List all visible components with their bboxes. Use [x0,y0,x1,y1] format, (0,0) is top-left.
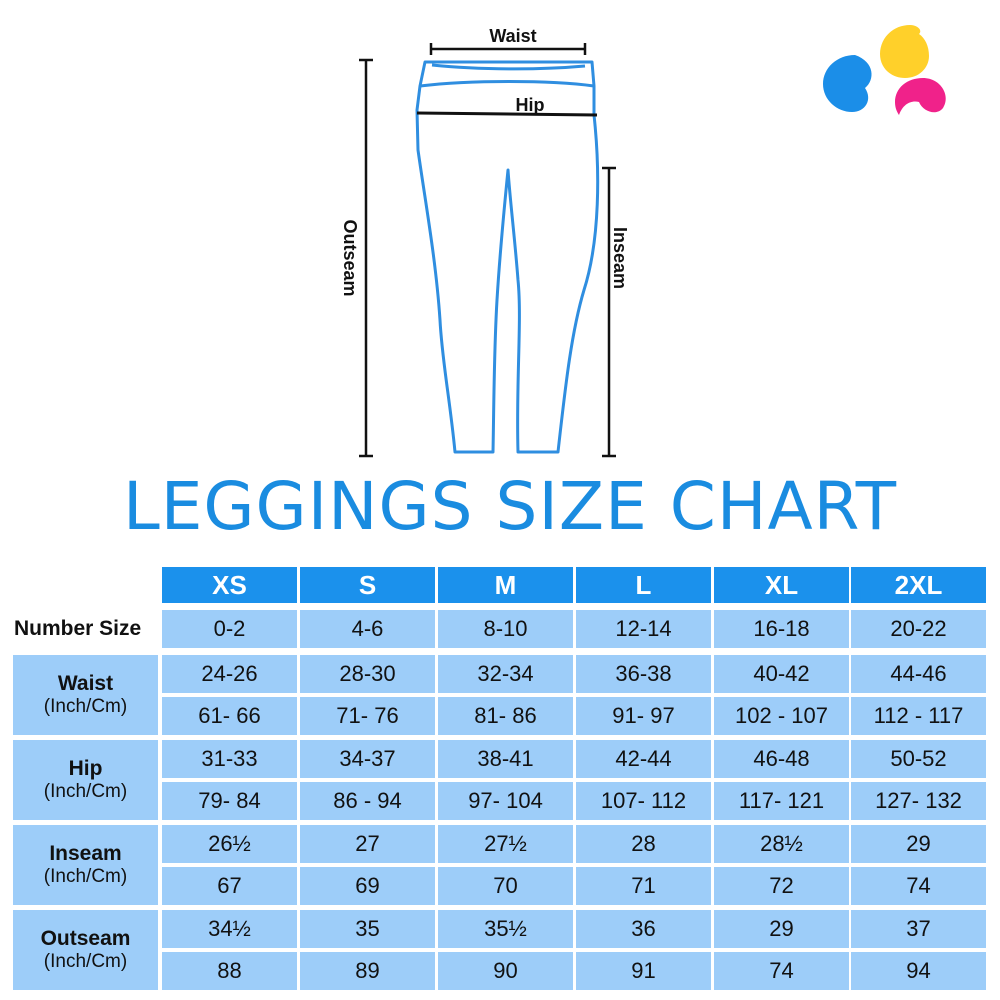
size-header-xs: XS [162,567,297,603]
blue-drop-shape [823,55,872,112]
cm-value-cell: 72 [714,867,849,905]
cm-value-cell: 117- 121 [714,782,849,820]
leggings-diagram: Waist Hip Outseam Inseam [340,26,630,458]
brand-logo [823,25,946,115]
cm-value-cell: 97- 104 [438,782,573,820]
inch-value-cell: 29 [714,910,849,948]
cm-value-cell: 112 - 117 [851,697,986,735]
inch-value-cell: 28 [576,825,711,863]
inch-value-cell: 31-33 [162,740,297,778]
cm-value-cell: 61- 66 [162,697,297,735]
cm-value-cell: 79- 84 [162,782,297,820]
row-label-title: Inseam [49,842,122,865]
size-header-s: S [300,567,435,603]
cm-value-cell: 91- 97 [576,697,711,735]
number-size-cell: 4-6 [300,610,435,648]
number-size-cell: 16-18 [714,610,849,648]
cm-value-cell: 102 - 107 [714,697,849,735]
size-header-xl: XL [714,567,849,603]
number-size-label: Number Size [14,617,142,640]
row-label-inseam: Inseam (Inch/Cm) [13,825,158,905]
cm-value-cell: 88 [162,952,297,990]
inch-value-cell: 50-52 [851,740,986,778]
inch-value-cell: 37 [851,910,986,948]
yellow-drop-shape [880,25,929,78]
inch-value-cell: 26½ [162,825,297,863]
cm-value-cell: 89 [300,952,435,990]
size-header-m: M [438,567,573,603]
cm-value-cell: 81- 86 [438,697,573,735]
cm-value-cell: 107- 112 [576,782,711,820]
inch-value-cell: 40-42 [714,655,849,693]
inseam-measure-line [602,166,616,458]
cm-value-cell: 71- 76 [300,697,435,735]
cm-value-cell: 74 [714,952,849,990]
cm-value-cell: 70 [438,867,573,905]
row-label-title: Hip [68,757,103,780]
number-size-cell: 0-2 [162,610,297,648]
cm-value-cell: 127- 132 [851,782,986,820]
cm-value-cell: 90 [438,952,573,990]
row-label-hip: Hip (Inch/Cm) [13,740,158,820]
inseam-label: Inseam [610,227,630,289]
row-label-unit: (Inch/Cm) [43,696,128,718]
inch-value-cell: 35½ [438,910,573,948]
inch-value-cell: 28½ [714,825,849,863]
chart-title: LEGGINGS SIZE CHART [122,468,898,545]
inch-value-cell: 34½ [162,910,297,948]
size-header-l: L [576,567,711,603]
number-size-cell: 20-22 [851,610,986,648]
number-size-cell: 8-10 [438,610,573,648]
leggings-outline [415,60,600,454]
row-label-unit: (Inch/Cm) [43,866,128,888]
inch-value-cell: 27 [300,825,435,863]
inch-value-cell: 36 [576,910,711,948]
waist-label: Waist [489,26,536,46]
cm-value-cell: 74 [851,867,986,905]
cm-value-cell: 71 [576,867,711,905]
inch-value-cell: 46-48 [714,740,849,778]
row-label-waist: Waist (Inch/Cm) [13,655,158,735]
cm-value-cell: 67 [162,867,297,905]
inch-value-cell: 27½ [438,825,573,863]
cm-value-cell: 69 [300,867,435,905]
size-header-2xl: 2XL [851,567,986,603]
row-label-outseam: Outseam (Inch/Cm) [13,910,158,990]
inch-value-cell: 32-34 [438,655,573,693]
outseam-label: Outseam [340,219,360,296]
cm-value-cell: 91 [576,952,711,990]
inch-value-cell: 24-26 [162,655,297,693]
cm-value-cell: 94 [851,952,986,990]
inch-value-cell: 36-38 [576,655,711,693]
hip-measure-line [416,111,598,117]
cm-value-cell: 86 - 94 [300,782,435,820]
waist-measure-line [429,43,587,55]
pink-drop-shape [895,78,946,115]
row-label-title: Waist [57,672,114,695]
hip-label: Hip [516,95,545,115]
number-size-cell: 12-14 [576,610,711,648]
inch-value-cell: 42-44 [576,740,711,778]
row-label-unit: (Inch/Cm) [43,951,128,973]
inch-value-cell: 28-30 [300,655,435,693]
row-label-title: Outseam [40,927,131,950]
outseam-measure-line [359,58,373,458]
inch-value-cell: 44-46 [851,655,986,693]
inch-value-cell: 35 [300,910,435,948]
row-label-unit: (Inch/Cm) [43,781,128,803]
inch-value-cell: 29 [851,825,986,863]
inch-value-cell: 38-41 [438,740,573,778]
inch-value-cell: 34-37 [300,740,435,778]
